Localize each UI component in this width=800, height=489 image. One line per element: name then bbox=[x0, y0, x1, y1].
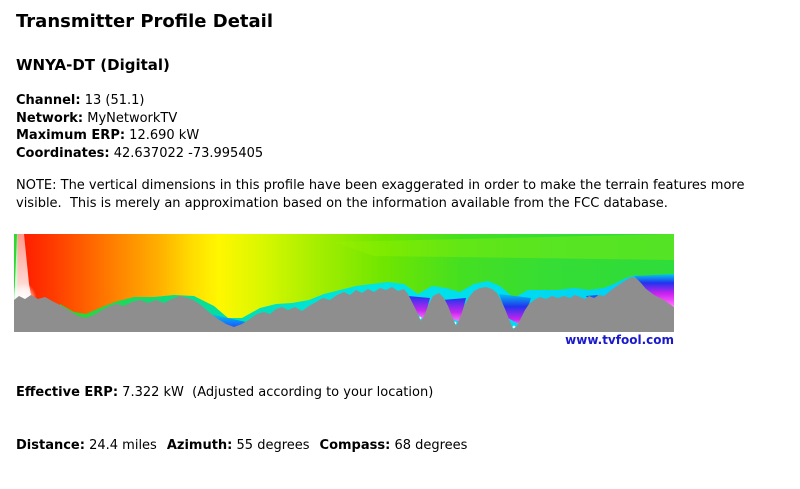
distance-label: Distance: bbox=[16, 437, 85, 453]
network-label: Network: bbox=[16, 110, 84, 126]
compass-value: 68 degrees bbox=[390, 437, 468, 453]
info-line-coordinates: Coordinates: 42.637022 -73.995405 bbox=[16, 145, 790, 163]
info-line-channel: Channel: 13 (51.1) bbox=[16, 92, 790, 110]
coordinates-label: Coordinates: bbox=[16, 145, 110, 161]
channel-label: Channel: bbox=[16, 93, 81, 108]
exaggeration-note: NOTE: The vertical dimensions in this pr… bbox=[16, 178, 749, 211]
results-block: Effective ERP: 7.322 kW (Adjusted accord… bbox=[16, 349, 790, 489]
valley-shadow-1 bbox=[408, 296, 430, 320]
coordinates-value: 42.637022 -73.995405 bbox=[109, 145, 264, 161]
azimuth-label: Azimuth: bbox=[166, 437, 233, 453]
max-erp-value: 12.690 kW bbox=[125, 128, 200, 143]
effective-erp-label: Effective ERP: bbox=[16, 385, 119, 400]
effective-erp-value: 7.322 kW (Adjusted according to your loc… bbox=[118, 385, 434, 400]
channel-value: 13 (51.1) bbox=[80, 93, 145, 108]
terrain-profile-image: www.tvfool.com bbox=[14, 234, 674, 347]
valley-shadow-2 bbox=[442, 298, 466, 322]
effective-erp-line: Effective ERP: 7.322 kW (Adjusted accord… bbox=[16, 384, 790, 402]
station-name: WNYA-DT (Digital) bbox=[16, 56, 170, 74]
compass-label: Compass: bbox=[319, 437, 391, 453]
max-erp-label: Maximum ERP: bbox=[16, 128, 126, 143]
terrain-profile-graphic bbox=[14, 234, 674, 332]
distance-line: Distance: 24.4 miles Azimuth: 55 degrees C… bbox=[16, 437, 790, 455]
terrain-silhouette bbox=[14, 277, 674, 332]
light-green-ray bbox=[334, 234, 674, 260]
station-info-block: Channel: 13 (51.1) Network: MyNetworkTV … bbox=[16, 92, 790, 162]
tvfool-watermark: www.tvfool.com bbox=[565, 333, 674, 347]
page-title: Transmitter Profile Detail bbox=[16, 11, 274, 32]
info-line-max-erp: Maximum ERP: 12.690 kW bbox=[16, 127, 790, 145]
valley-highlight-3 bbox=[512, 325, 516, 329]
azimuth-value: 55 degrees bbox=[232, 437, 310, 453]
network-value: MyNetworkTV bbox=[83, 110, 178, 126]
distance-value: 24.4 miles bbox=[84, 437, 157, 453]
info-line-network: Network: MyNetworkTV bbox=[16, 110, 790, 128]
